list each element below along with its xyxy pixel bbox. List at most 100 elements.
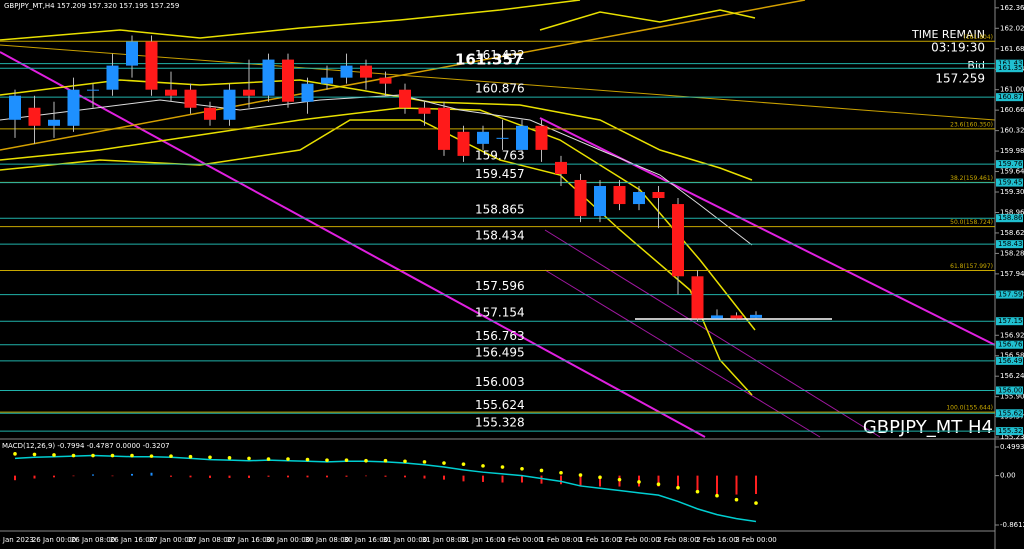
fib-label: 50.0(158.724)	[950, 219, 993, 226]
time-remain-label: TIME REMAIN	[911, 28, 985, 41]
y-tick-label: -0.8612	[1000, 521, 1024, 529]
candle-body	[87, 89, 99, 91]
signal-dot	[656, 482, 661, 487]
macd-histogram-bar	[248, 475, 250, 478]
y-tick-label: 159.980	[1000, 147, 1024, 155]
signal-dot	[208, 455, 212, 460]
x-tick-label: 2 Feb 00:00	[618, 536, 659, 544]
x-tick-label: 26 Jan 16:00	[110, 536, 154, 544]
level-box	[996, 409, 1023, 418]
candle-body	[457, 131, 470, 156]
y-tick-label: 0.00	[1000, 472, 1016, 480]
y-tick-label: 162.020	[1000, 24, 1024, 32]
candle-body	[126, 41, 138, 66]
level-label: 161.357	[455, 51, 523, 69]
signal-dot	[734, 497, 739, 502]
band-line	[0, 0, 581, 41]
candle-body	[418, 107, 431, 114]
y-tick-label: 155.230	[1000, 433, 1024, 441]
signal-dot	[403, 459, 407, 464]
macd-histogram-bar	[131, 473, 133, 476]
level-box	[996, 340, 1023, 349]
x-tick-label: 2 Feb 16:00	[696, 536, 737, 544]
macd-histogram-bar	[755, 475, 757, 495]
macd-histogram-bar	[345, 475, 348, 477]
signal-dot	[695, 489, 700, 494]
signal-dot	[364, 458, 368, 463]
x-tick-label: 26 Jan 08:00	[71, 536, 115, 544]
macd-histogram-bar	[150, 472, 153, 476]
macd-histogram-bar	[365, 475, 367, 477]
level-box	[996, 427, 1023, 436]
macd-histogram-bar	[14, 475, 16, 481]
x-tick-label: 1 Feb 00:00	[501, 536, 542, 544]
macd-histogram-bar	[287, 475, 289, 478]
candle-body	[282, 59, 294, 102]
x-tick-label: 5 Jan 2023	[0, 536, 34, 544]
macd-histogram-bar	[189, 475, 192, 478]
macd-histogram-bar	[92, 474, 94, 476]
y-tick-label: 157.940	[1000, 270, 1024, 278]
candle-body	[301, 83, 314, 102]
level-label: 157.154	[475, 306, 525, 320]
x-tick-label: 1 Feb 16:00	[579, 536, 620, 544]
level-label: 156.003	[475, 375, 525, 389]
signal-dot	[481, 464, 485, 468]
level-box-label: 161.432	[998, 60, 1024, 68]
signal-dot	[383, 458, 388, 463]
signal-dot	[130, 453, 134, 458]
x-tick-label: 3 Feb 00:00	[735, 536, 776, 544]
signal-dot	[247, 456, 251, 461]
macd-histogram-bar	[716, 475, 718, 495]
candle-body	[574, 179, 587, 217]
level-box	[996, 214, 1023, 223]
level-box-label: 160.876	[998, 93, 1024, 101]
moving-average	[0, 94, 753, 246]
signal-dot	[539, 468, 544, 473]
signal-dot	[461, 462, 466, 466]
signal-dot	[227, 456, 232, 460]
candle-body	[652, 192, 665, 199]
y-tick-label: 158.960	[1000, 208, 1024, 216]
macd-histogram-bar	[72, 475, 75, 477]
fib-label: 61.8(157.997)	[950, 263, 993, 270]
candle-body	[184, 89, 197, 108]
signal-dot	[32, 452, 37, 457]
candle-body	[340, 65, 353, 78]
candle-body	[672, 204, 684, 277]
level-box	[996, 386, 1023, 395]
bid-price: 157.259	[935, 72, 985, 86]
macd-histogram-bar	[111, 475, 114, 477]
candle-body	[555, 161, 567, 174]
candle-body	[106, 65, 119, 90]
level-label: 156.495	[475, 345, 525, 359]
level-box-label: 159.457	[998, 179, 1024, 187]
level-box	[996, 59, 1023, 68]
level-box	[996, 356, 1023, 365]
level-box-label: 155.328	[998, 427, 1024, 435]
candle-body	[477, 131, 489, 144]
signal-dot	[520, 466, 524, 471]
x-tick-label: 30 Jan 16:00	[344, 536, 388, 544]
macd-histogram-bar	[501, 475, 504, 483]
candle-body	[262, 59, 275, 96]
level-label: 159.763	[475, 149, 525, 163]
signal-dot	[188, 454, 193, 459]
level-box-label: 161.357	[998, 64, 1024, 72]
macd-histogram-bar	[384, 475, 387, 477]
channel-line	[544, 269, 821, 438]
level-box-label: 157.154	[998, 317, 1024, 325]
macd-histogram-bar	[735, 475, 738, 495]
level-box-label: 156.763	[998, 341, 1024, 349]
macd-histogram-bar	[462, 475, 465, 482]
y-tick-label: 0.4993	[1000, 443, 1024, 451]
candle-body	[67, 89, 80, 126]
macd-histogram-bar	[404, 475, 406, 478]
signal-dot	[52, 453, 56, 457]
candle-body	[711, 315, 723, 319]
level-box-label: 156.003	[998, 386, 1024, 394]
signal-dot	[110, 453, 115, 458]
y-tick-label: 156.240	[1000, 372, 1024, 380]
level-box-label: 158.434	[998, 240, 1024, 248]
candle-body	[516, 125, 528, 150]
